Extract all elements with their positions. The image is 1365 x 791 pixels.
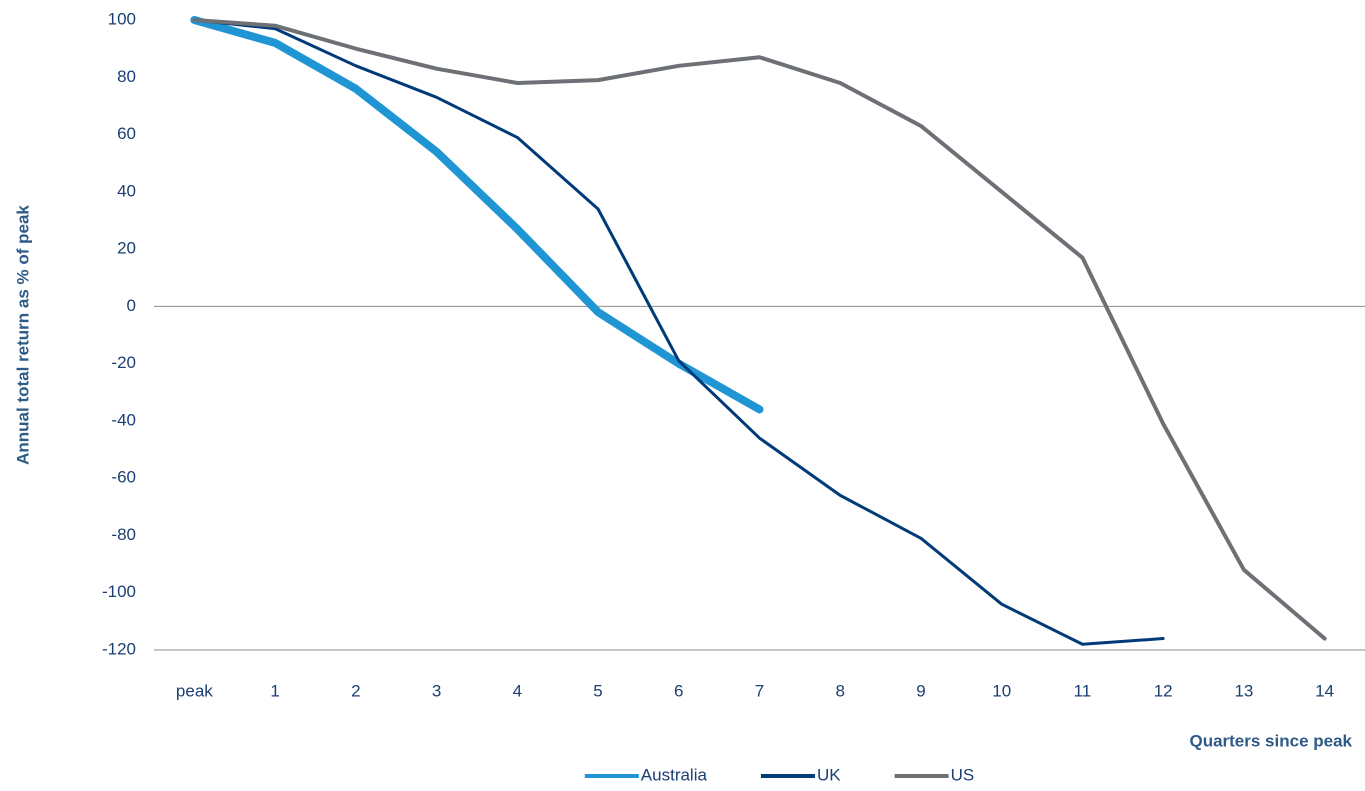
legend-label: US xyxy=(951,765,975,784)
x-tick-label: 4 xyxy=(513,681,522,700)
x-tick-label: 10 xyxy=(992,681,1011,700)
y-axis-title: Annual total return as % of peak xyxy=(13,205,32,465)
legend-label: Australia xyxy=(641,765,708,784)
y-tick-label: -40 xyxy=(111,410,136,429)
line-series xyxy=(190,16,764,414)
y-tick-label: 20 xyxy=(117,239,136,258)
y-tick-label: -20 xyxy=(111,353,136,372)
y-tick-label: 0 xyxy=(127,296,136,315)
y-tick-label: 60 xyxy=(117,124,136,143)
x-tick-label: 1 xyxy=(270,681,279,700)
y-tick-label: 100 xyxy=(108,9,136,28)
y-tick-label: 40 xyxy=(117,181,136,200)
x-tick-label: peak xyxy=(176,681,213,700)
x-tick-label: 7 xyxy=(755,681,764,700)
x-axis-title: Quarters since peak xyxy=(1189,731,1352,750)
y-tick-label: -60 xyxy=(111,468,136,487)
y-tick-label: -100 xyxy=(102,582,136,601)
x-tick-label: 3 xyxy=(432,681,441,700)
legend-label: UK xyxy=(817,765,841,784)
line-series xyxy=(192,18,1327,641)
x-tick-label: 12 xyxy=(1154,681,1173,700)
x-tick-label: 6 xyxy=(674,681,683,700)
y-tick-label: -80 xyxy=(111,525,136,544)
y-tick-label: -120 xyxy=(102,639,136,658)
x-tick-label: 5 xyxy=(593,681,602,700)
x-tick-label: 2 xyxy=(351,681,360,700)
x-tick-label: 13 xyxy=(1234,681,1253,700)
x-tick-label: 8 xyxy=(835,681,844,700)
x-tick-label: 9 xyxy=(916,681,925,700)
x-tick-label: 14 xyxy=(1315,681,1334,700)
x-tick-label: 11 xyxy=(1074,681,1092,700)
line-series xyxy=(192,18,1165,646)
y-tick-label: 80 xyxy=(117,67,136,86)
